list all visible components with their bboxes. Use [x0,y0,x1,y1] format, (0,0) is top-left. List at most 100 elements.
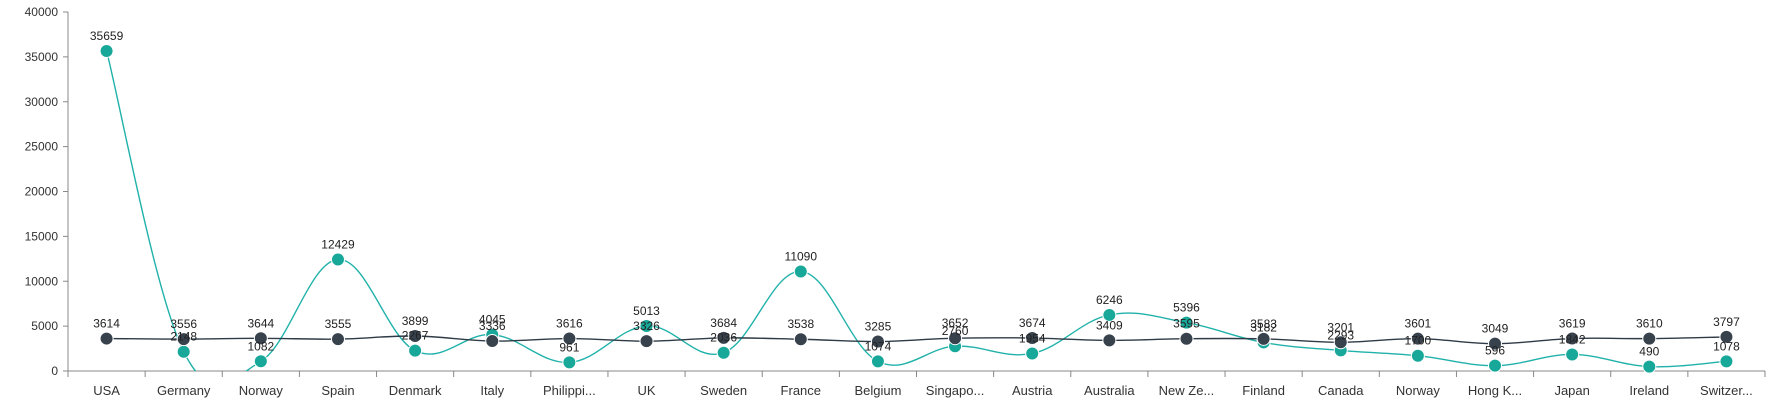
series-2-data-label: 3652 [942,316,969,330]
x-tick-label: Norway [239,383,284,398]
series-1-data-label: 961 [559,340,579,354]
series-1-point[interactable] [1025,346,1040,361]
y-tick-label: 20000 [25,185,59,199]
series-2-data-label: 3326 [633,319,660,333]
series-2-point[interactable] [1179,331,1194,346]
series-2-data-label: 3049 [1482,322,1509,336]
data-labels: 35659 2148 1082 12429 2267 4045 961 5013 2036 110… [90,29,1740,359]
series-1-point[interactable] [99,43,114,58]
series-1-point[interactable] [870,354,885,369]
series-2-data-label: 3409 [1096,318,1123,332]
series-2-data-label: 3285 [865,320,892,334]
series-1-point[interactable] [330,252,345,267]
x-axis: USA Germany Norway Spain Denmark Italy Philipp… [67,370,1766,398]
series-2-point[interactable] [1642,331,1657,346]
series-1-data-label: 1074 [865,339,892,353]
series-2-point[interactable] [1410,331,1425,346]
series-2-point[interactable] [1025,331,1040,346]
series-2-point[interactable] [716,330,731,345]
series-2-point[interactable] [870,334,885,349]
series-2-point[interactable] [1256,331,1271,346]
series-2-data-label: 3899 [402,314,429,328]
series-2-data-label: 3684 [710,316,737,330]
series-2-point[interactable] [1488,336,1503,351]
series-1-point[interactable] [1565,347,1580,362]
x-tick-label: Sweden [700,383,747,398]
series-1-data-label: 1954 [1019,331,1046,345]
series-1-point[interactable] [639,319,654,334]
series-1-data-label: 596 [1485,344,1505,358]
series-1-point[interactable] [1410,348,1425,363]
series-1-data-label: 3182 [1250,320,1277,334]
series-1-data-label: 2148 [170,330,197,344]
x-tick-label: Belgium [854,383,901,398]
series-2-point[interactable] [639,334,654,349]
series-1-data-label: 11090 [785,249,818,263]
series-1-data-label: 4045 [479,313,506,327]
series-1-data-label: 2036 [710,331,737,345]
series-2-point[interactable] [1565,331,1580,346]
x-tick-label: Canada [1318,383,1364,398]
series-1-point[interactable] [562,355,577,370]
series-2-point[interactable] [1333,335,1348,350]
series-2-data-label: 3336 [479,319,506,333]
x-tick-label: Germany [157,383,211,398]
series-1-point[interactable] [1642,359,1657,374]
series-1-point[interactable] [716,345,731,360]
series-2-data-label: 3201 [1327,320,1354,334]
series-1-data-label: 35659 [90,29,124,43]
series-1-point[interactable] [408,343,423,358]
series-2-data-label: 3644 [247,316,274,330]
x-tick-label: Singapo... [926,383,985,398]
series-1-data-label: 2760 [942,324,969,338]
series-2-data-label: 3610 [1636,317,1663,331]
series-1-data-label: 5396 [1173,301,1200,315]
series-2-point[interactable] [253,331,268,346]
series-2-data-label: 3797 [1713,315,1740,329]
x-tick-label: Ireland [1629,383,1669,398]
series-1-point[interactable] [253,354,268,369]
series-2-data-label: 3619 [1559,317,1586,331]
x-tick-label: New Ze... [1159,383,1215,398]
x-tick-label: Hong K... [1468,383,1522,398]
series-1-data-label: 12429 [321,237,355,251]
x-tick-label: Norway [1396,383,1441,398]
series-2-data-label: 3538 [787,317,814,331]
series-2-data-label: 3674 [1019,316,1046,330]
series-2-data-label: 3601 [1405,317,1432,331]
series-2-point[interactable] [948,331,963,346]
series-1-point[interactable] [793,264,808,279]
y-tick-label: 10000 [25,274,59,288]
series-2-point[interactable] [485,334,500,349]
y-tick-label: 40000 [25,5,59,19]
series-1-point[interactable] [1719,354,1734,369]
series-2-point[interactable] [793,332,808,347]
series-2-point[interactable] [330,332,345,347]
series-1-data-label: 1082 [247,339,274,353]
series-1-data-label: 1842 [1559,332,1586,346]
series-2-data-label: 3556 [170,317,197,331]
series-1-point[interactable] [1179,315,1194,330]
x-tick-label: Italy [480,383,504,398]
series-1-point[interactable] [1488,358,1503,373]
series-2-point[interactable] [562,331,577,346]
series-2-point[interactable] [408,329,423,344]
series-2-data-label: 3614 [93,317,120,331]
series-2-point[interactable] [99,331,114,346]
x-tick-label: Finland [1242,383,1285,398]
x-tick-label: Austria [1012,383,1053,398]
series-2-point[interactable] [1719,329,1734,344]
x-tick-label: USA [93,383,120,398]
series-1-point[interactable] [176,344,191,359]
y-tick-label: 15000 [25,229,59,243]
series-2-data-label: 3555 [325,317,352,331]
y-tick-label: 0 [51,364,58,378]
series-2-data-label: 3616 [556,317,583,331]
series-1-data-label: 2293 [1327,328,1354,342]
series-2-line [106,335,1727,345]
series-1-point[interactable] [1102,307,1117,322]
x-tick-label: UK [637,383,655,398]
series-2-point[interactable] [1102,333,1117,348]
series-2-point[interactable] [176,332,191,347]
series-1-data-label: 490 [1639,345,1659,359]
